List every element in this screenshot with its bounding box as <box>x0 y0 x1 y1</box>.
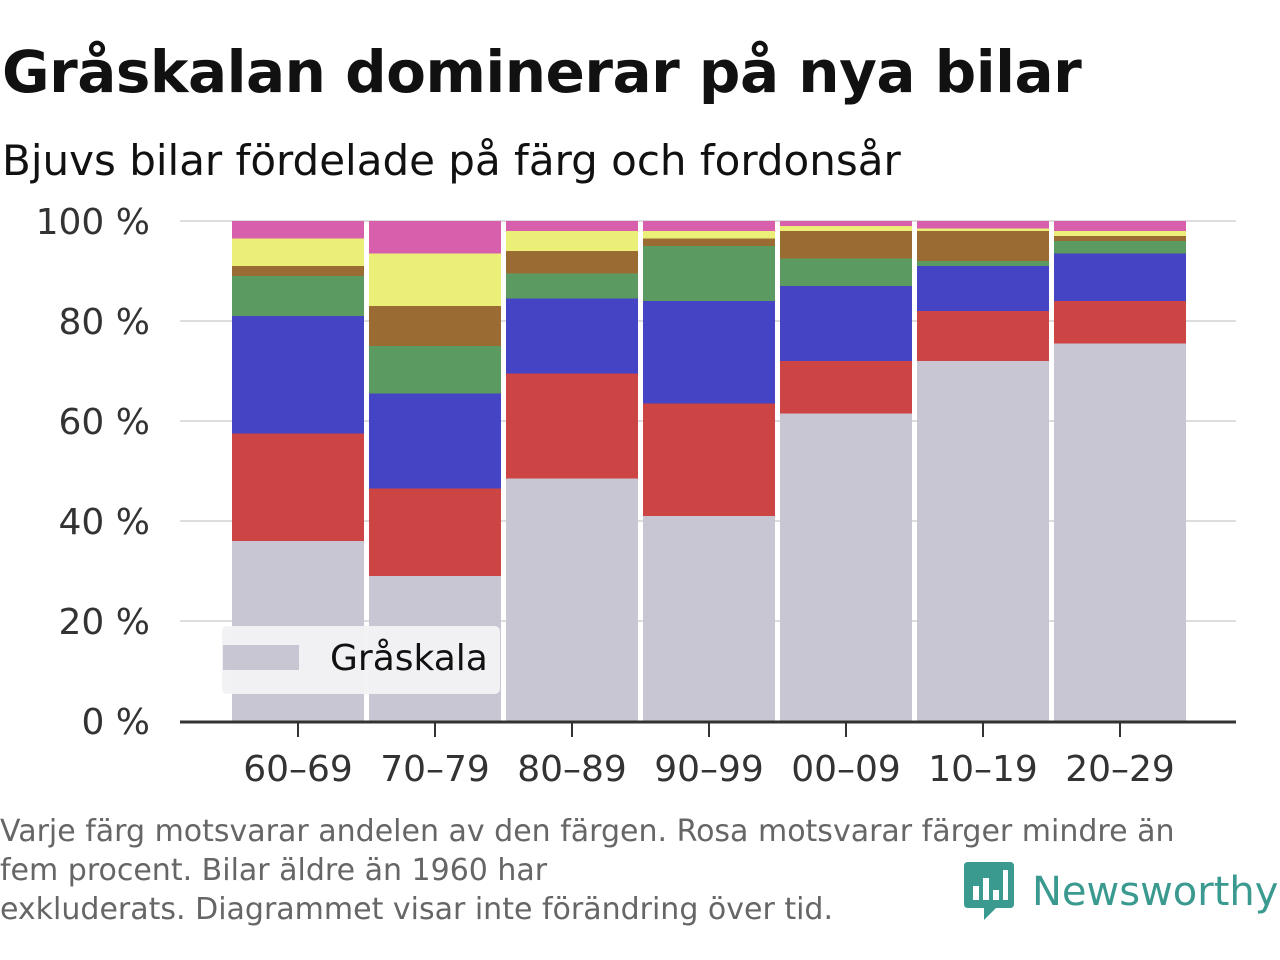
footnote-line-3: exkluderats. Diagrammet visar inte förän… <box>0 892 834 927</box>
bar-segment <box>232 433 364 541</box>
bar-segment <box>369 346 501 394</box>
bar-segment <box>917 231 1049 261</box>
bar-segment <box>369 306 501 346</box>
bar-segment <box>506 298 638 374</box>
bar-segment <box>369 221 501 254</box>
bar-segment <box>232 238 364 266</box>
bar-segment <box>780 361 912 414</box>
bar-segment <box>506 221 638 231</box>
bar-segment <box>780 226 912 231</box>
bar-chart-bubble-icon <box>964 862 1014 920</box>
bar-segment <box>232 316 364 434</box>
bar-segment <box>917 361 1049 721</box>
bar-segment <box>780 231 912 259</box>
bar-segment <box>643 231 775 239</box>
bar-segment <box>1054 236 1186 241</box>
bar-segment <box>506 478 638 721</box>
bar-segment <box>369 253 501 306</box>
x-axis-labels: 60–69 70–79 80–89 90–99 00–09 10–19 20–29 <box>243 749 1175 790</box>
y-tick-label: 60 % <box>59 402 150 443</box>
legend-box <box>222 626 500 694</box>
bar-segment <box>506 373 638 479</box>
bar-segment <box>232 276 364 316</box>
y-tick-label: 0 % <box>81 702 150 743</box>
bar-segment <box>780 413 912 721</box>
brand-name: Newsworthy <box>1032 869 1279 915</box>
bar-segment <box>232 266 364 276</box>
bar-segment <box>917 266 1049 311</box>
bar-segment <box>780 286 912 361</box>
bar-segment <box>1054 301 1186 344</box>
bar-segment <box>369 488 501 576</box>
footnote: Varje färg motsvarar andelen av den färg… <box>0 812 1260 929</box>
chart-title: Gråskalan dominerar på nya bilar <box>2 38 1082 106</box>
bar-segment <box>1054 343 1186 721</box>
y-tick-label: 100 % <box>36 202 150 243</box>
y-tick-label: 40 % <box>59 502 150 543</box>
bar-segment <box>1054 241 1186 254</box>
bar-segment <box>506 273 638 299</box>
x-tick-label: 10–19 <box>928 749 1038 790</box>
y-axis-labels: 0 % 20 % 40 % 60 % 80 % 100 % <box>36 202 150 743</box>
bar-segment <box>917 228 1049 231</box>
x-tick-label: 70–79 <box>380 749 490 790</box>
footnote-line-1: Varje färg motsvarar andelen av den färg… <box>0 814 1175 849</box>
bar-segment <box>780 258 912 286</box>
x-axis <box>180 720 1236 737</box>
chart-subtitle: Bjuvs bilar fördelade på färg och fordon… <box>2 136 901 185</box>
bar-segment <box>1054 231 1186 236</box>
bar-segment <box>1054 253 1186 301</box>
bar-segment <box>643 516 775 721</box>
y-tick-label: 80 % <box>59 302 150 343</box>
x-tick-label: 80–89 <box>517 749 627 790</box>
bar-segment <box>643 238 775 246</box>
newsworthy-logo[interactable]: Newsworthy <box>964 862 1278 922</box>
x-tick-label: 60–69 <box>243 749 353 790</box>
legend: Gråskala <box>222 626 500 694</box>
stacked-bar-chart: 0 % 20 % 40 % 60 % 80 % 100 % 60–69 70–79 80–89… <box>36 202 1236 790</box>
x-tick-label: 00–09 <box>791 749 901 790</box>
bar-segment <box>917 221 1049 229</box>
bar-segment <box>232 221 364 239</box>
bar-segment <box>643 221 775 231</box>
bar-segment <box>506 251 638 274</box>
bar-segment <box>1054 221 1186 231</box>
legend-swatch <box>223 645 299 670</box>
x-tick-label: 20–29 <box>1065 749 1175 790</box>
x-tick-label: 90–99 <box>654 749 764 790</box>
bar-segment <box>643 403 775 516</box>
y-tick-label: 20 % <box>59 602 150 643</box>
legend-label: Gråskala <box>330 638 488 679</box>
bar-segment <box>643 301 775 404</box>
bar-segment <box>369 393 501 489</box>
bar-segment <box>643 246 775 301</box>
bar-segment <box>506 231 638 251</box>
bar-segment <box>917 261 1049 266</box>
footnote-line-2: fem procent. Bilar äldre än 1960 har <box>0 853 548 888</box>
bar-segment <box>780 221 912 226</box>
bar-segment <box>917 311 1049 361</box>
